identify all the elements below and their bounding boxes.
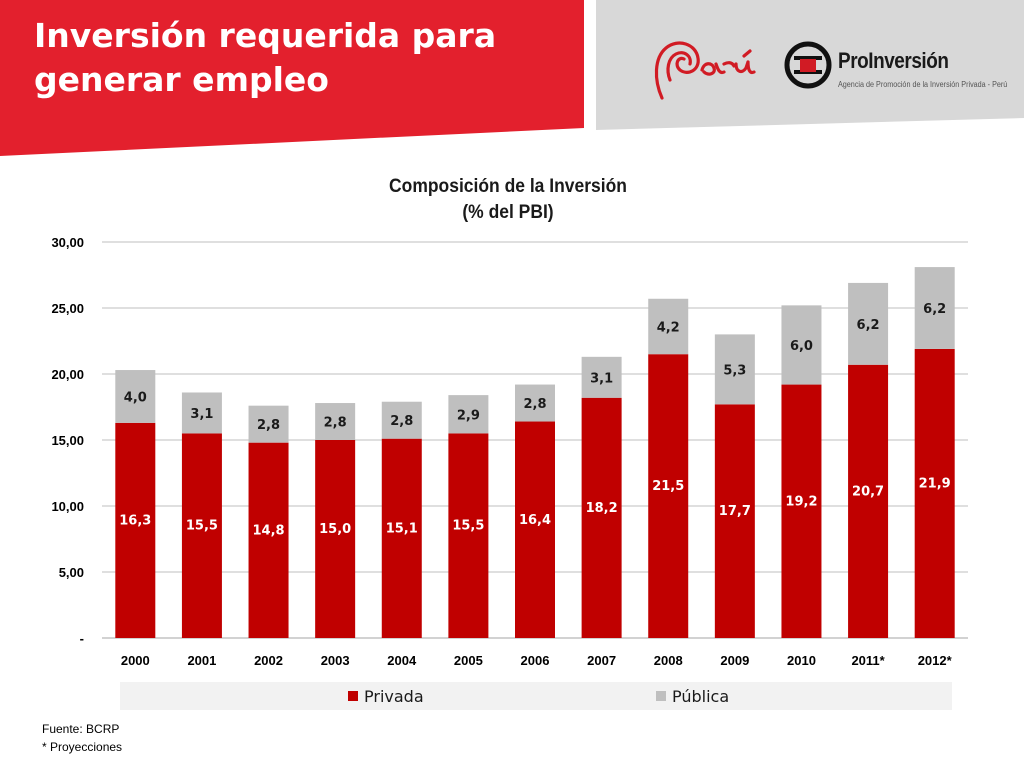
bar-privada xyxy=(648,354,689,638)
proinversion-tagline: Agencia de Promoción de la Inversión Pri… xyxy=(838,80,1008,89)
chart-subtitle: (% del PBI) xyxy=(462,200,553,222)
bar-privada xyxy=(781,384,822,638)
y-tick-label: 20,00 xyxy=(51,367,84,382)
chart-title: Composición de la Inversión xyxy=(389,174,627,196)
bar-privada xyxy=(248,442,289,638)
x-tick-label: 2012* xyxy=(918,653,953,668)
data-label-privada: 18,2 xyxy=(586,501,618,516)
bar-privada xyxy=(115,422,156,638)
data-label-privada: 19,2 xyxy=(785,494,817,509)
legend-box xyxy=(120,682,952,710)
bar-privada xyxy=(714,404,755,638)
x-tick-label: 2000 xyxy=(121,653,150,668)
x-tick-label: 2004 xyxy=(387,653,417,668)
data-label-publica: 2,8 xyxy=(257,418,280,433)
bar-privada xyxy=(581,397,622,638)
header-red-band xyxy=(0,0,584,156)
bar-publica xyxy=(448,395,489,434)
y-tick-label: 10,00 xyxy=(51,499,84,514)
bar-publica xyxy=(781,305,822,385)
x-tick-label: 2009 xyxy=(720,653,749,668)
data-label-privada: 15,1 xyxy=(386,521,418,536)
data-label-publica: 5,3 xyxy=(723,363,746,378)
y-tick-label: 15,00 xyxy=(51,433,84,448)
data-label-publica: 3,1 xyxy=(190,407,213,422)
bar-publica xyxy=(115,370,156,423)
x-tick-label: 2008 xyxy=(654,653,683,668)
data-label-publica: 2,8 xyxy=(390,414,413,429)
proinversion-name: ProInversión xyxy=(838,48,949,73)
data-label-privada: 15,0 xyxy=(319,522,351,537)
x-tick-label: 2010 xyxy=(787,653,816,668)
y-tick-label: - xyxy=(80,631,84,646)
data-label-privada: 14,8 xyxy=(252,523,284,538)
bar-privada xyxy=(848,364,889,638)
bar-publica xyxy=(315,403,356,440)
y-tick-label: 30,00 xyxy=(51,235,84,250)
legend-label-privada: Privada xyxy=(364,687,424,706)
data-label-publica: 4,0 xyxy=(124,390,147,405)
data-label-publica: 2,8 xyxy=(324,416,347,431)
x-tick-label: 2007 xyxy=(587,653,616,668)
data-label-privada: 21,5 xyxy=(652,479,684,494)
y-tick-label: 5,00 xyxy=(59,565,84,580)
proinversion-logo xyxy=(784,41,832,89)
data-label-privada: 16,3 xyxy=(119,513,151,528)
legend-label-publica: Pública xyxy=(672,687,729,706)
y-tick-label: 25,00 xyxy=(51,301,84,316)
x-tick-label: 2011* xyxy=(851,653,885,668)
data-label-publica: 6,0 xyxy=(790,339,813,354)
x-tick-label: 2006 xyxy=(521,653,550,668)
bar-privada xyxy=(315,440,356,638)
bar-publica xyxy=(515,384,555,422)
bar-publica xyxy=(581,356,622,398)
data-label-privada: 20,7 xyxy=(852,484,884,499)
bar-publica xyxy=(181,392,222,434)
bar-privada xyxy=(381,438,422,638)
data-label-publica: 6,2 xyxy=(923,302,946,317)
bar-publica xyxy=(848,282,889,365)
footnote-projections: * Proyecciones xyxy=(42,740,123,754)
data-label-publica: 3,1 xyxy=(590,371,613,386)
data-label-publica: 2,9 xyxy=(457,408,480,423)
bar-privada xyxy=(515,421,555,638)
bar-privada xyxy=(448,433,489,638)
data-label-privada: 15,5 xyxy=(186,519,218,534)
x-tick-label: 2002 xyxy=(254,653,283,668)
data-label-privada: 15,5 xyxy=(452,519,484,534)
bar-publica xyxy=(714,334,755,405)
investment-chart: Composición de la Inversión (% del PBI) - 5… xyxy=(51,174,968,710)
data-label-privada: 16,4 xyxy=(519,513,551,528)
data-label-publica: 4,2 xyxy=(657,320,680,335)
bar-privada xyxy=(914,348,955,638)
slide-title: Inversión requerida para generar empleo xyxy=(34,16,497,99)
data-label-privada: 17,7 xyxy=(719,504,751,519)
x-tick-label: 2003 xyxy=(321,653,350,668)
data-label-publica: 6,2 xyxy=(857,318,880,333)
x-tick-label: 2005 xyxy=(454,653,483,668)
bar-privada xyxy=(181,433,222,638)
footnote-source: Fuente: BCRP xyxy=(42,722,120,736)
bar-publica xyxy=(248,405,289,443)
bar-publica xyxy=(914,267,955,349)
data-label-privada: 21,9 xyxy=(919,476,951,491)
x-tick-label: 2001 xyxy=(187,653,216,668)
bar-publica xyxy=(648,298,689,355)
data-label-publica: 2,8 xyxy=(523,397,546,412)
bar-publica xyxy=(381,401,422,439)
legend-swatch-publica xyxy=(656,691,666,701)
peru-logo xyxy=(654,41,756,100)
legend-swatch-privada xyxy=(348,691,358,701)
